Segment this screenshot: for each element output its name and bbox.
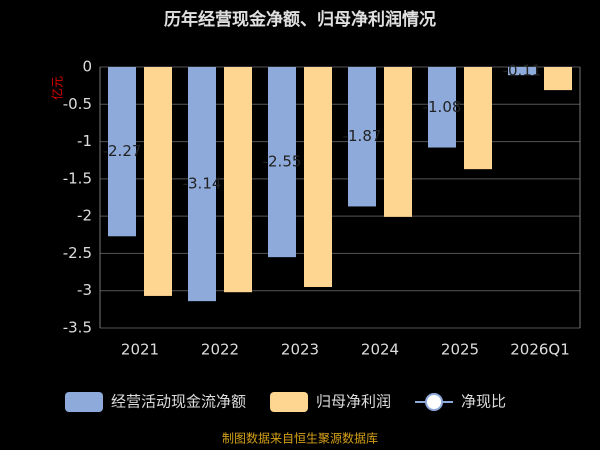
bar [188,67,216,302]
y-tick-label: -3.5 [63,319,92,337]
bar [384,67,412,217]
legend-swatch [65,392,103,412]
data-label: -2.27 [103,142,142,160]
legend-swatch [270,392,309,412]
y-tick-label: -2.5 [63,244,92,262]
y-tick-label: -0.5 [63,95,92,113]
bar [268,67,296,258]
footer: 制图数据来自恒生聚源数据库 [222,431,378,446]
bar [544,67,572,91]
data-label: -2.55 [263,153,302,171]
legend-label: 净现比 [461,393,506,411]
chart-title: 历年经营现金净额、归母净利润情况 [164,9,436,30]
x-tick-label: 2026Q1 [510,341,570,359]
bar [428,67,456,148]
data-label: -0.11 [503,62,542,80]
data-label: -3.14 [183,175,222,193]
bar [304,67,332,287]
y-tick-label: -3 [77,281,92,299]
y-tick-label: -2 [77,207,92,225]
y-axis-label: 亿元 [50,76,65,100]
legend-label: 归母净利润 [316,393,391,411]
data-label: -1.08 [423,98,462,116]
y-tick-label: 0 [82,58,92,76]
x-tick-label: 2025 [441,341,479,359]
y-tick-label: -1 [77,132,92,150]
bar [464,67,492,170]
x-tick-label: 2024 [361,341,399,359]
x-tick-label: 2022 [201,341,239,359]
legend-marker [425,393,444,411]
bar [348,67,376,207]
bar [508,67,536,76]
data-label: -1.87 [343,127,382,145]
bar [144,67,172,296]
bar [224,67,252,293]
y-tick-label: -1.5 [63,169,92,187]
x-tick-label: 2021 [121,341,159,359]
legend-label: 经营活动现金流净额 [111,393,246,411]
x-tick-label: 2023 [281,341,319,359]
bar [108,67,136,237]
